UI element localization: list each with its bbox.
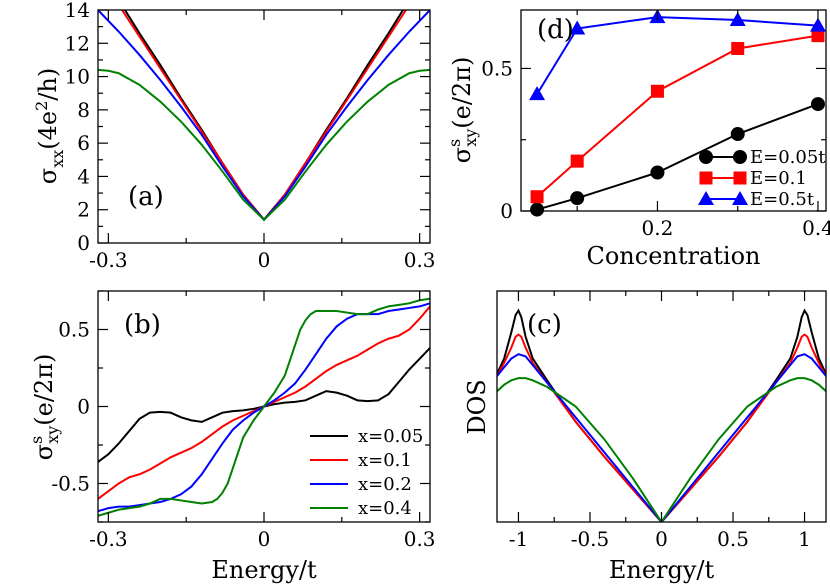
legend-marker: [732, 191, 748, 205]
data-point-E=0.1: [530, 190, 544, 204]
panel-label: (d): [537, 15, 574, 45]
data-point-E=0.5t: [529, 86, 546, 101]
y-axis-label: DOS: [463, 379, 491, 434]
ylabel-sub: xy: [43, 426, 62, 444]
legend-label: E=0.5t: [750, 189, 815, 210]
x-axis-label: Energy/t: [211, 556, 317, 584]
series-group: [497, 308, 826, 522]
series-line-x=0.1: [497, 333, 826, 522]
data-point-E=0.1: [570, 154, 584, 168]
y-tick-label: 0.5: [58, 318, 90, 342]
data-point-E=0.1: [731, 41, 745, 55]
legend-marker: [699, 150, 713, 164]
legend-marker: [733, 171, 747, 185]
panel-label: (a): [128, 182, 164, 212]
legend-marker: [733, 150, 747, 164]
y-tick-label: 0: [77, 395, 90, 419]
x-tick-label: 0.5: [717, 527, 749, 551]
legend-label: x=0.2: [358, 474, 412, 495]
ylabel-main: σ: [448, 147, 476, 163]
data-point-E=0.5t: [569, 20, 586, 35]
panel-d: 0.2 0.4 0 0.5 (d) Concentration σsxy(e/2π) E=0.…: [445, 9, 830, 270]
data-point-E=0.5t: [809, 17, 826, 32]
ylabel-sup: s: [445, 139, 464, 147]
ylabel-rest: (e/2π): [30, 354, 58, 426]
x-tick-label: 0.2: [642, 216, 674, 240]
panel-c: -1 -0.5 0 0.5 1 (c) Energy/t DOS: [463, 290, 827, 584]
y-tick-label: 2: [77, 198, 90, 222]
y-axis-label: σsxy(e/2π): [445, 57, 480, 164]
data-point-E=0.05t: [530, 202, 545, 217]
x-tick-label: -1: [509, 527, 528, 551]
y-axis-label: σsxy(e/2π): [27, 354, 62, 461]
x-tick-label: 0: [655, 527, 668, 551]
series-line-x=0.4: [98, 297, 430, 517]
x-tick-label: 0: [258, 527, 271, 551]
series-line-x=0.2: [497, 353, 826, 522]
x-tick-label: 0: [258, 248, 271, 272]
y-tick-label: -0.5: [51, 472, 90, 496]
series-line-x=0.4: [98, 68, 430, 222]
y-tick-label: 12: [65, 31, 90, 55]
panel-b: -0.3 0 0.3 -0.5 0 0.5 (b) Energy/t σsxy(e/2π) x=0…: [27, 290, 436, 584]
x-tick-label: 0.4: [802, 216, 830, 240]
panel-label: (c): [527, 310, 562, 340]
ylabel-sup: s: [27, 436, 46, 444]
y-axis-label: σxx(4e2/h): [32, 68, 67, 184]
x-tick-label: 1: [798, 527, 811, 551]
y-tick-label: 4: [77, 164, 90, 188]
x-tick-label: -0.3: [89, 527, 128, 551]
series-line-x=0.05: [497, 308, 826, 522]
legend-marker: [698, 191, 714, 205]
ylabel-rest: /h): [34, 68, 62, 101]
x-tick-label: 0.3: [404, 527, 436, 551]
legend-label: E=0.1: [750, 168, 807, 189]
x-axis-label: Concentration: [586, 242, 760, 270]
panel-label: (b): [124, 310, 161, 340]
ylabel-sub: xx: [48, 150, 67, 168]
y-tick-label: 0.5: [481, 56, 513, 80]
data-point-E=0.05t: [810, 97, 825, 112]
x-tick-label: 0.3: [404, 248, 436, 272]
legend-label: x=0.1: [358, 450, 412, 471]
data-point-E=0.1: [811, 29, 825, 43]
x-tick-label: -0.3: [89, 248, 128, 272]
x-axis-label: Energy/t: [609, 556, 715, 584]
ylabel-sub: xy: [461, 129, 480, 147]
y-tick-label: 0: [500, 199, 513, 223]
y-tick-label: 14: [65, 0, 90, 22]
plot-frame: [520, 9, 827, 212]
ylabel-sup: 2: [32, 101, 51, 111]
y-tick-label: 10: [65, 65, 90, 89]
data-point-E=0.5t: [729, 11, 746, 26]
ylabel-rest: (4e: [34, 111, 62, 150]
legend-label: x=0.05: [358, 426, 423, 447]
y-tick-label: 8: [77, 98, 90, 122]
y-tick-label: 0: [77, 231, 90, 255]
series-group: [98, 10, 430, 222]
series-group: [98, 297, 430, 517]
ylabel-main: σ: [34, 168, 62, 184]
data-point-E=0.05t: [570, 191, 585, 206]
ylabel-rest: (e/2π): [448, 57, 476, 129]
x-tick-label: -0.5: [571, 527, 610, 551]
legend-marker: [699, 171, 713, 185]
legend-label: x=0.4: [358, 498, 412, 519]
y-tick-label: 6: [77, 131, 90, 155]
series-line-x=0.4: [497, 377, 826, 522]
legend-label: E=0.05t: [750, 147, 826, 168]
data-point-E=0.1: [650, 84, 664, 98]
data-point-E=0.05t: [730, 127, 745, 142]
ylabel-main: σ: [30, 444, 58, 460]
data-point-E=0.05t: [650, 165, 665, 180]
